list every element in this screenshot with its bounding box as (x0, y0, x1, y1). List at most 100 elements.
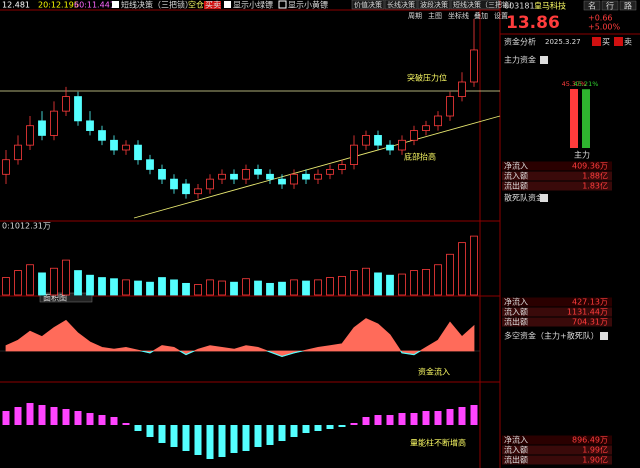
volume-bar (290, 279, 298, 296)
checkbox[interactable] (278, 0, 287, 9)
volume-bar (110, 278, 118, 296)
row-label: 净流入 (504, 297, 528, 307)
volume-bar (170, 279, 178, 296)
sell-box[interactable] (614, 37, 623, 46)
momentum-bar (14, 407, 22, 425)
volume-bar (230, 281, 238, 296)
row-value: 409.36万 (572, 162, 608, 171)
candle-body (74, 96, 82, 122)
candle-body (398, 139, 406, 151)
trade-badge (204, 1, 221, 9)
candle-body (230, 173, 238, 180)
momentum-bar (350, 423, 358, 425)
tab-label[interactable]: 价值决策 (354, 0, 382, 9)
row-value: 1131.44万 (567, 308, 608, 317)
momentum-bar (98, 415, 106, 425)
panel-button[interactable] (619, 0, 637, 11)
panel-button-label[interactable]: 名 (588, 1, 596, 11)
volume-bar (74, 270, 82, 296)
tool-label[interactable]: 坐标线 (448, 11, 469, 20)
panel-button[interactable] (601, 0, 619, 11)
row-bg (502, 455, 612, 465)
checkbox[interactable] (224, 1, 231, 8)
momentum-bar (26, 403, 34, 425)
help-icon[interactable] (600, 332, 608, 340)
sell-label[interactable]: 卖 (624, 38, 632, 47)
row-value: 1.99亿 (582, 445, 608, 455)
row-bg (502, 181, 612, 191)
panel-button-label[interactable]: 行 (606, 1, 614, 11)
volume-bar (302, 280, 310, 296)
momentum-bar (182, 425, 190, 451)
momentum-bar (374, 415, 382, 425)
momentum-bar (2, 411, 10, 425)
volume-bar (86, 274, 94, 296)
candle-body (314, 173, 322, 180)
trade-label: 买卖 (205, 1, 221, 10)
volume-bar (446, 253, 454, 296)
row-label: 流入额 (504, 171, 528, 181)
candle-body (122, 144, 130, 151)
momentum-bar (398, 413, 406, 425)
indicator-value: 20:12.195 (38, 1, 79, 10)
buy-box[interactable] (592, 37, 601, 46)
momentum-bar (86, 413, 94, 425)
tab[interactable] (450, 0, 500, 10)
tool-label[interactable]: 设置 (494, 11, 508, 20)
row-label: 流出额 (504, 455, 528, 465)
tab-label[interactable]: 波段决策 (420, 0, 448, 9)
help-icon[interactable] (540, 194, 548, 202)
row-value: 427.13万 (572, 298, 608, 307)
volume-label: 0:1012.31万 (2, 222, 51, 231)
panel-button-label[interactable]: 路 (624, 1, 632, 11)
checkbox[interactable] (112, 1, 119, 8)
section-title: 散死队资金 (504, 193, 544, 203)
candle-body (302, 173, 310, 180)
candle-body (170, 178, 178, 190)
candle-body (218, 173, 226, 180)
tool-label[interactable]: 叠加 (474, 11, 488, 20)
tab[interactable] (417, 0, 451, 10)
volume-bar (338, 275, 346, 296)
analysis-title: 资金分析 (504, 37, 536, 47)
buy-label[interactable]: 买 (602, 38, 610, 47)
candle-body (278, 178, 286, 185)
momentum-bar (206, 425, 214, 459)
checkbox-label: 显示小黄镖 (288, 0, 328, 10)
selector-label[interactable]: 面积图 (43, 293, 67, 303)
row-bg (502, 435, 612, 445)
row-bg (502, 445, 612, 455)
tab-label[interactable]: 短线决策（三把锁） (453, 0, 516, 9)
row-label: 净流入 (504, 161, 528, 171)
tab[interactable] (351, 0, 385, 10)
main-bar (570, 89, 578, 148)
tool-label[interactable]: 周期 (408, 12, 422, 20)
candle-body (158, 169, 166, 180)
candle-body (470, 49, 478, 83)
volume-bar (386, 274, 394, 296)
tool-label[interactable]: 主图 (428, 11, 442, 20)
annotation: 底部抬高 (404, 152, 436, 162)
tab[interactable] (384, 0, 418, 10)
candle-body (14, 144, 22, 161)
strategy-label: 短线决策（三把锁） (121, 0, 193, 10)
candle-body (146, 159, 154, 170)
volume-bar (362, 267, 370, 296)
section-title: 多空资金（主力+散死队） (504, 331, 599, 341)
volume-bar (158, 277, 166, 296)
volume-bar (62, 259, 70, 296)
row-bg (502, 297, 612, 307)
momentum-bar (470, 405, 478, 425)
momentum-bar (122, 423, 130, 425)
panel-button[interactable] (583, 0, 601, 11)
momentum-bar (230, 425, 238, 453)
volume-bar (122, 279, 130, 296)
help-icon[interactable] (540, 56, 548, 64)
main-bar-caption: 主力 (574, 150, 590, 160)
momentum-bar (458, 407, 466, 425)
row-bg (502, 317, 612, 327)
tab-label[interactable]: 长线决策 (387, 0, 415, 9)
row-label: 流出额 (504, 317, 528, 327)
